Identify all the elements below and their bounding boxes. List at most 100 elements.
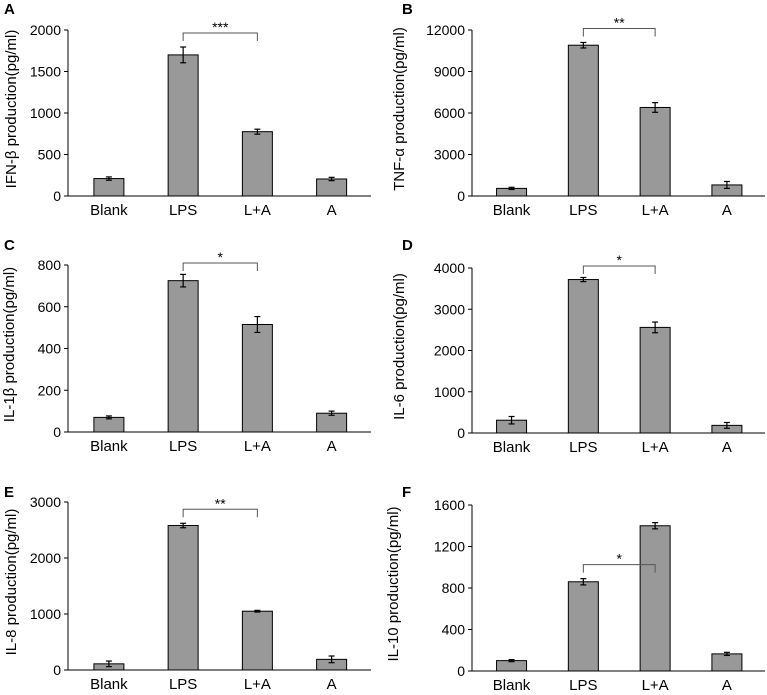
y-axis-label: TNF-α production(pg/ml) bbox=[391, 27, 408, 191]
x-category-label: Blank bbox=[493, 677, 531, 694]
chart-panel-c: C IL-1β production(pg/ml) 0 200 400 600 800 Bla… bbox=[1, 237, 371, 455]
bar-lplusa bbox=[241, 323, 273, 433]
y-tick-label: 0 bbox=[457, 188, 465, 204]
y-tick-label: 0 bbox=[457, 663, 465, 679]
y-tick-label: 200 bbox=[38, 382, 62, 398]
y-axis-label: IL-8 production(pg/ml) bbox=[3, 509, 20, 656]
y-axis-label: IL-10 production(pg/ml) bbox=[385, 506, 402, 661]
bar-a bbox=[316, 178, 348, 197]
x-category-label: L+A bbox=[642, 677, 669, 694]
x-category-label: A bbox=[722, 677, 732, 694]
x-category-label: Blank bbox=[90, 202, 128, 219]
significance-label: * bbox=[617, 551, 623, 567]
y-tick-label: 1200 bbox=[434, 539, 465, 555]
y-tick-label: 1000 bbox=[30, 606, 61, 622]
bar-lps bbox=[567, 581, 599, 672]
y-tick-label: 3000 bbox=[434, 147, 465, 163]
bar-blank bbox=[93, 416, 125, 433]
x-category-label: LPS bbox=[169, 676, 197, 693]
chart-panel-e: E IL-8 production(pg/ml) 0 1000 2000 3000 Blan… bbox=[3, 484, 371, 693]
significance-bracket bbox=[182, 508, 258, 518]
panel-letter: A bbox=[4, 1, 15, 18]
y-tick-label: 600 bbox=[38, 299, 62, 315]
y-tick-label: 0 bbox=[53, 424, 61, 440]
y-tick-label: 1600 bbox=[434, 497, 465, 513]
y-tick-label: 0 bbox=[53, 188, 61, 204]
y-tick-label: 0 bbox=[53, 662, 61, 678]
y-tick-label: 2000 bbox=[434, 343, 465, 359]
significance-bracket bbox=[582, 564, 656, 573]
bar-lps bbox=[167, 54, 199, 197]
y-tick-label: 2000 bbox=[30, 550, 61, 566]
x-category-label: LPS bbox=[169, 438, 197, 455]
y-axis-label: IFN-β production(pg/ml) bbox=[3, 30, 20, 189]
x-category-label: L+A bbox=[642, 439, 669, 456]
bar-lplusa bbox=[639, 525, 671, 672]
panel-letter: E bbox=[4, 484, 14, 501]
y-tick-label: 9000 bbox=[434, 64, 465, 80]
significance-label: ** bbox=[614, 14, 625, 30]
chart-panel-a: A IFN-β production(pg/ml) 0 500 1000 1500 2000… bbox=[3, 1, 371, 219]
x-category-label: A bbox=[722, 439, 732, 456]
panel-letter: C bbox=[4, 237, 15, 254]
y-tick-label: 500 bbox=[38, 147, 62, 163]
bar-lplusa bbox=[639, 106, 671, 197]
x-category-label: L+A bbox=[244, 438, 271, 455]
x-category-label: LPS bbox=[569, 439, 597, 456]
y-axis-label: IL-1β production(pg/ml) bbox=[1, 267, 18, 422]
x-category-label: A bbox=[327, 202, 337, 219]
bar-lplusa bbox=[639, 326, 671, 434]
chart-panel-f: FIL-10 production(pg/ml) 0 400 800 1200 1600 B… bbox=[385, 484, 765, 694]
panel-letter: B bbox=[402, 1, 413, 18]
significance-label: ** bbox=[215, 495, 226, 511]
y-tick-label: 6000 bbox=[434, 105, 465, 121]
significance-bracket bbox=[182, 262, 258, 271]
bar-lplusa bbox=[241, 131, 273, 197]
y-tick-label: 1000 bbox=[434, 384, 465, 400]
bar-lps bbox=[167, 525, 199, 671]
bar-blank bbox=[93, 178, 125, 197]
y-tick-label: 2000 bbox=[30, 22, 61, 38]
significance-label: * bbox=[218, 249, 224, 265]
y-tick-label: 0 bbox=[457, 425, 465, 441]
y-tick-label: 1000 bbox=[30, 105, 61, 121]
y-tick-label: 3000 bbox=[30, 494, 61, 510]
x-category-label: Blank bbox=[493, 202, 531, 219]
y-axis-label: IL-6 production(pg/ml) bbox=[391, 273, 408, 420]
bar-a bbox=[711, 653, 743, 672]
bar-lplusa bbox=[241, 610, 273, 671]
bar-a bbox=[316, 412, 348, 433]
bar-lps bbox=[167, 280, 199, 433]
bar-lps bbox=[567, 44, 599, 197]
x-category-label: Blank bbox=[90, 438, 128, 455]
x-category-label: L+A bbox=[642, 202, 669, 219]
significance-label: *** bbox=[212, 19, 229, 35]
x-category-label: A bbox=[327, 676, 337, 693]
x-category-label: Blank bbox=[493, 439, 531, 456]
x-category-label: A bbox=[327, 438, 337, 455]
y-tick-label: 12000 bbox=[426, 22, 465, 38]
panel-letter: F bbox=[402, 484, 411, 501]
x-category-label: L+A bbox=[244, 202, 271, 219]
y-tick-label: 800 bbox=[38, 257, 62, 273]
x-category-label: LPS bbox=[169, 202, 197, 219]
y-tick-label: 4000 bbox=[434, 260, 465, 276]
x-category-label: L+A bbox=[244, 676, 271, 693]
x-category-label: LPS bbox=[569, 677, 597, 694]
x-category-label: Blank bbox=[90, 676, 128, 693]
y-tick-label: 800 bbox=[442, 580, 466, 596]
significance-label: * bbox=[617, 252, 623, 268]
y-tick-label: 3000 bbox=[434, 301, 465, 317]
panel-letter: D bbox=[402, 237, 413, 254]
significance-bracket bbox=[582, 27, 656, 37]
bar-lps bbox=[567, 279, 599, 434]
y-tick-label: 400 bbox=[38, 341, 62, 357]
x-category-label: A bbox=[722, 202, 732, 219]
y-tick-label: 1500 bbox=[30, 64, 61, 80]
y-tick-label: 400 bbox=[442, 622, 466, 638]
significance-bracket bbox=[182, 32, 258, 42]
chart-panel-b: B TNF-α production(pg/ml) 0 3000 6000 9000 120… bbox=[391, 1, 765, 219]
x-category-label: LPS bbox=[569, 202, 597, 219]
significance-bracket bbox=[582, 265, 656, 274]
chart-panel-d: D IL-6 production(pg/ml) 0 1000 2000 3000 4000… bbox=[391, 237, 765, 456]
